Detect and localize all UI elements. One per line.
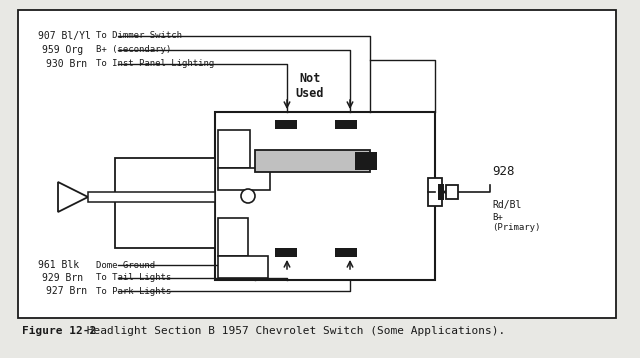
Bar — [355, 152, 377, 170]
Text: Rd/Bl: Rd/Bl — [492, 200, 522, 210]
Bar — [18, 10, 616, 318]
Circle shape — [241, 189, 255, 203]
Bar — [215, 112, 435, 280]
Text: 927 Brn: 927 Brn — [46, 286, 87, 296]
Text: 930 Brn: 930 Brn — [46, 59, 87, 69]
Text: To Dimmer Switch: To Dimmer Switch — [96, 32, 182, 40]
Text: 961 Blk: 961 Blk — [38, 260, 79, 270]
Text: 959 Org: 959 Org — [42, 45, 83, 55]
Bar — [218, 130, 250, 168]
Text: To Park Lights: To Park Lights — [96, 286, 172, 295]
Polygon shape — [58, 182, 88, 212]
Bar — [335, 248, 357, 257]
Bar — [115, 158, 215, 248]
Text: Dome Ground: Dome Ground — [96, 261, 155, 270]
Bar — [218, 218, 248, 256]
Text: B+
(Primary): B+ (Primary) — [492, 213, 540, 232]
Text: Not
Used: Not Used — [296, 72, 324, 100]
Bar — [428, 178, 442, 206]
Bar — [438, 184, 444, 200]
Bar — [88, 192, 215, 202]
Bar — [218, 256, 268, 278]
Bar — [275, 248, 297, 257]
Text: Figure 12-2: Figure 12-2 — [22, 326, 96, 336]
Text: 929 Brn: 929 Brn — [42, 273, 83, 283]
Text: 928: 928 — [492, 165, 515, 178]
Text: To Tail Lights: To Tail Lights — [96, 274, 172, 282]
Text: 907 Bl/Yl: 907 Bl/Yl — [38, 31, 91, 41]
Bar — [218, 168, 270, 190]
Text: B+ (secondary): B+ (secondary) — [96, 45, 172, 54]
Bar — [446, 185, 458, 199]
Bar — [255, 150, 370, 172]
Bar — [275, 120, 297, 129]
Text: Headlight Section B 1957 Chevrolet Switch (Some Applications).: Headlight Section B 1957 Chevrolet Switc… — [80, 326, 505, 336]
Bar — [335, 120, 357, 129]
Text: To Inst Panel Lighting: To Inst Panel Lighting — [96, 59, 214, 68]
